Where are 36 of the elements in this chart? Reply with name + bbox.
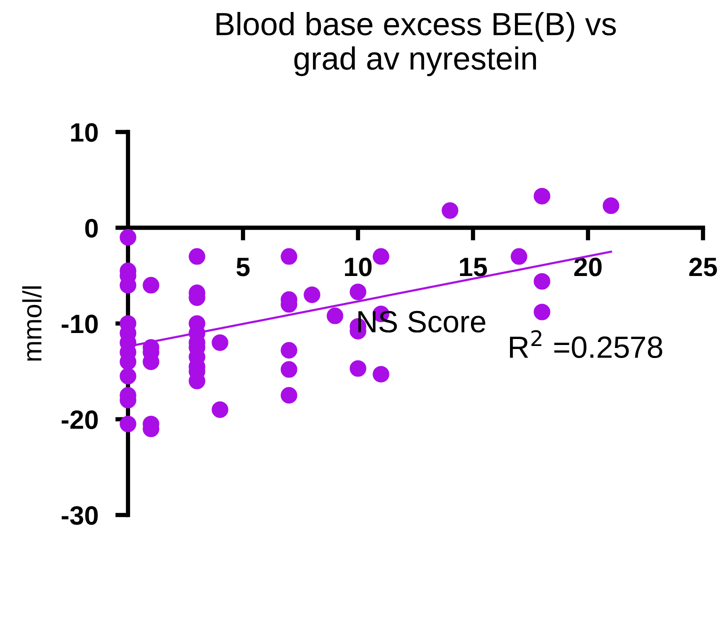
annotation: R$^{2}$ =0.2578 (510, 330, 662, 358)
point (120, 416, 136, 432)
y-tick-label: 10 (71, 123, 98, 142)
point (510, 248, 528, 265)
y-tick-label: -10 (62, 314, 98, 334)
chart-title: Blood base excess BE(B) vs grad av nyrestein (216, 12, 616, 76)
point (350, 360, 366, 377)
point (142, 276, 160, 294)
point (212, 334, 228, 351)
point (534, 273, 550, 290)
point (350, 284, 366, 300)
y-axis-title: mmol/l (22, 286, 42, 361)
x-tick-label: 5 (236, 258, 250, 276)
point (442, 202, 458, 219)
x-tick-label: 15 (460, 258, 487, 276)
point (280, 342, 298, 359)
point (602, 197, 620, 214)
x-tick-label: 10 (344, 258, 372, 276)
point (534, 188, 550, 204)
y-tick-label: 0 (85, 218, 98, 238)
point (372, 366, 390, 383)
x-tick-label: 25 (689, 258, 717, 276)
point (304, 286, 320, 304)
point (280, 248, 298, 265)
point (120, 229, 136, 246)
point (280, 387, 298, 404)
point (372, 248, 390, 265)
point (188, 248, 206, 265)
point (326, 308, 344, 324)
y-tick-label: -30 (62, 506, 98, 525)
point (212, 401, 228, 418)
point (534, 304, 550, 320)
y-tick-label: -20 (62, 410, 98, 430)
x-tick-label: 20 (574, 258, 602, 276)
point (280, 361, 298, 378)
point (120, 368, 136, 384)
